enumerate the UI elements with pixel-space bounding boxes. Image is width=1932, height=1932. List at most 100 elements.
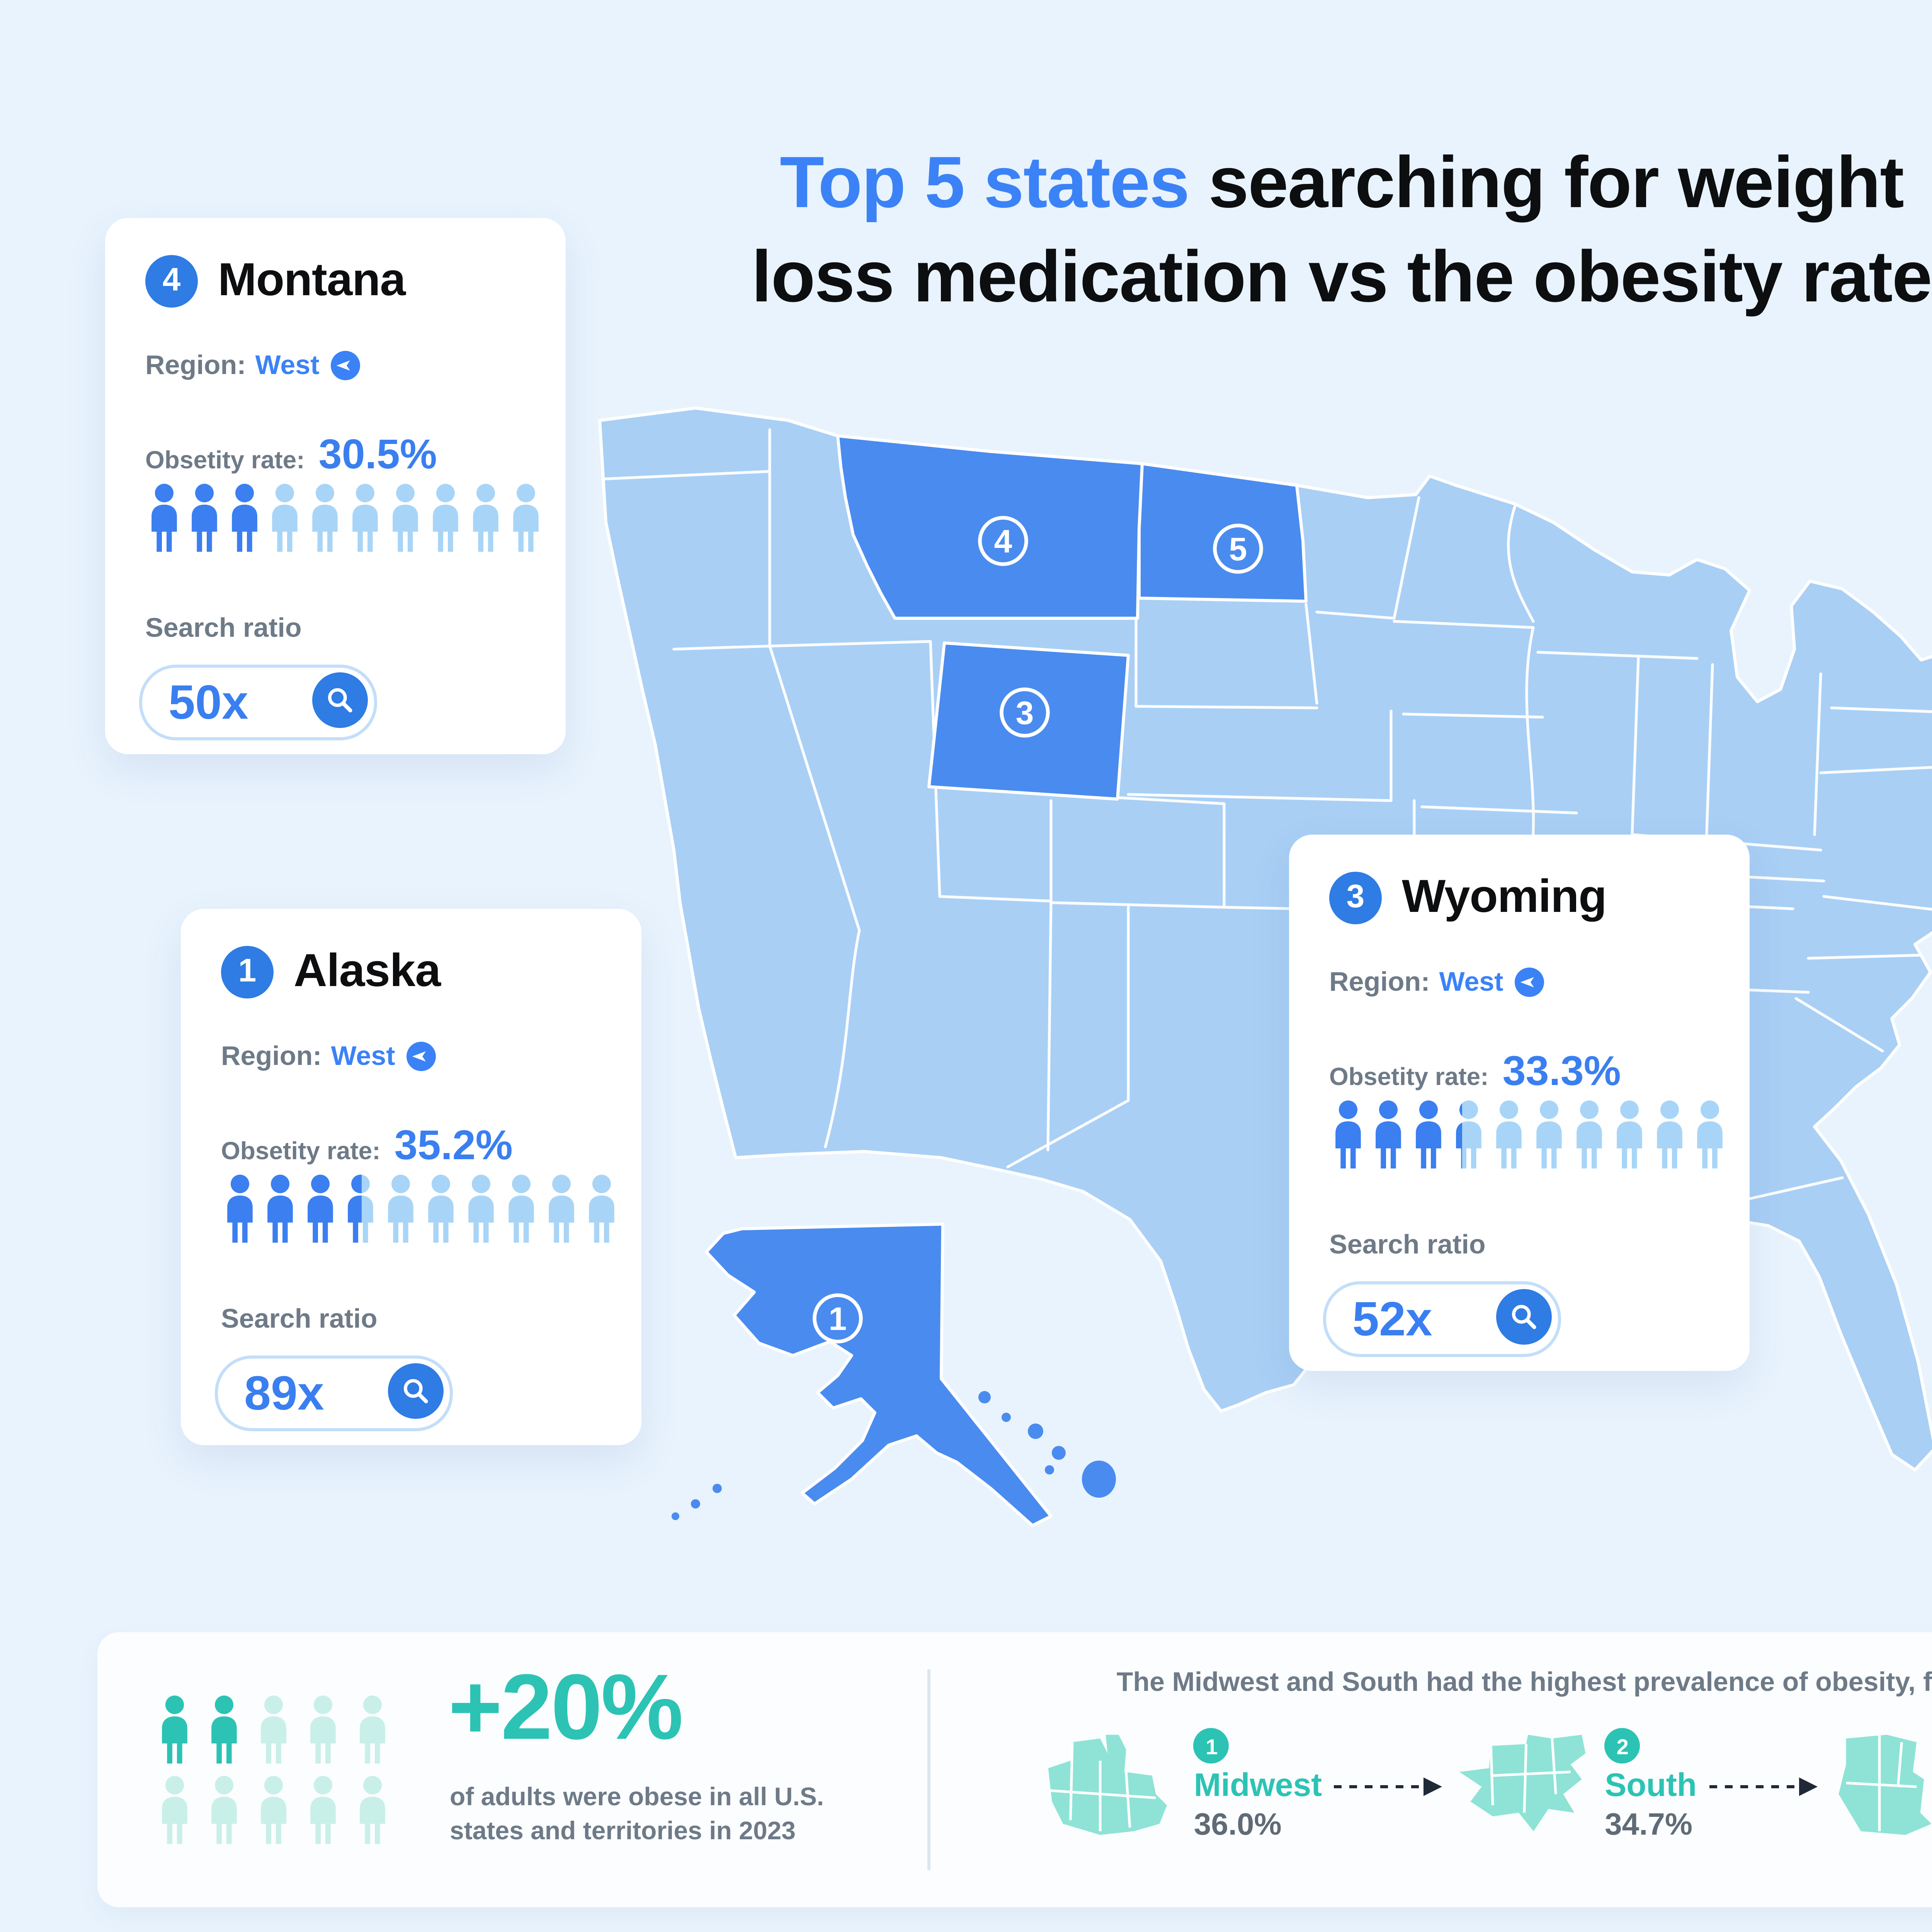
obesity-rate-value: 35.2%: [394, 1122, 513, 1168]
person-icon: [352, 1776, 393, 1844]
plus-20-percent-stat: +20%: [448, 1655, 684, 1759]
obesity-label: Obsetity rate:: [221, 1139, 381, 1165]
person-icon: [266, 484, 304, 552]
person-icon: [306, 484, 344, 552]
obesity-row: Obsetity rate: 30.5%: [145, 431, 437, 479]
person-icon: [221, 1175, 259, 1243]
region-rank-badge: 1: [1194, 1728, 1230, 1764]
search-ratio-pill: 89x: [215, 1355, 453, 1431]
rank-badge: 3: [1329, 872, 1382, 924]
person-icon: [1530, 1100, 1568, 1168]
obesity-rate-value: 30.5%: [318, 431, 437, 478]
person-icon: [352, 1696, 393, 1764]
search-ratio-pill: 52x: [1323, 1281, 1561, 1357]
person-icon: [467, 484, 505, 552]
person-icon: [1490, 1100, 1528, 1168]
state-name: Montana: [218, 255, 406, 306]
obesity-rate-value: 33.3%: [1502, 1048, 1621, 1094]
state-montana: [836, 434, 1144, 620]
region-direction-icon: [1514, 968, 1544, 997]
map-marker-montana: 4: [978, 516, 1028, 566]
person-icon: [1651, 1100, 1689, 1168]
search-ratio-label: Search ratio: [145, 612, 302, 643]
search-ratio-pill: 50x: [139, 665, 377, 740]
person-icon: [204, 1696, 244, 1764]
state-name: Alaska: [294, 946, 441, 997]
region-value: West: [331, 1040, 395, 1071]
card-header: 4 Montana: [145, 255, 406, 308]
marker-number: 5: [1229, 531, 1247, 567]
person-icon: [422, 1175, 460, 1243]
marker-number: 3: [1016, 695, 1034, 731]
person-icon: [1329, 1100, 1367, 1168]
obesity-pictogram: [221, 1175, 621, 1243]
person-icon: [382, 1175, 420, 1243]
search-ratio-value: 50x: [168, 675, 248, 729]
obesity-row: Obsetity rate: 35.2%: [221, 1122, 513, 1170]
region-label: Region:: [221, 1040, 322, 1071]
midwest-minimap: [1044, 1730, 1180, 1842]
region-rank-badge: 2: [1605, 1728, 1641, 1764]
search-ratio-label: Search ratio: [1329, 1229, 1486, 1260]
region-label: Region:: [145, 349, 246, 380]
person-icon: [145, 484, 183, 552]
person-icon: [226, 484, 264, 552]
person-icon: [583, 1175, 621, 1243]
card-header: 3 Wyoming: [1329, 872, 1607, 924]
state-name: Wyoming: [1402, 872, 1607, 923]
region-value: West: [1439, 966, 1503, 997]
search-icon: [312, 672, 368, 728]
person-icon: [1611, 1100, 1648, 1168]
person-icon: [1570, 1100, 1608, 1168]
west-minimap: [1830, 1730, 1932, 1842]
person-icon: [253, 1696, 294, 1764]
person-icon: [1369, 1100, 1407, 1168]
search-icon: [388, 1363, 444, 1419]
region-group-west: 3 West 29.1%: [1830, 1728, 1932, 1844]
person-icon: [427, 484, 464, 552]
region-prevalence-heading: The Midwest and South had the highest pr…: [1116, 1666, 1932, 1697]
region-row: Region: West: [1329, 966, 1544, 998]
region-prevalence-block: The Midwest and South had the highest pr…: [978, 1632, 1932, 1907]
region-name: Midwest: [1194, 1768, 1322, 1804]
state-card-alaska: 1 Alaska Region: West Obsetity rate: 35.…: [181, 909, 641, 1445]
person-icon: [342, 1175, 379, 1243]
title-highlight: Top 5 states: [780, 141, 1190, 223]
alaska-aleutian-islands: [672, 1484, 722, 1520]
card-header: 1 Alaska: [221, 946, 441, 998]
search-icon: [1496, 1289, 1552, 1345]
obesity-row: Obsetity rate: 33.3%: [1329, 1048, 1621, 1096]
state-hawaii: [978, 1391, 1116, 1498]
region-obesity-value: 34.7%: [1605, 1808, 1693, 1842]
marker-number: 4: [994, 523, 1012, 560]
person-icon: [1691, 1100, 1729, 1168]
person-icon: [185, 484, 223, 552]
person-icon: [155, 1776, 195, 1844]
person-icon: [543, 1175, 580, 1243]
person-icon: [1410, 1100, 1447, 1168]
state-card-wyoming: 3 Wyoming Region: West Obsetity rate: 33…: [1289, 835, 1750, 1371]
region-row: Region: West: [145, 349, 360, 382]
marker-number: 1: [829, 1301, 847, 1337]
region-group-south: 2 South 34.7%: [1455, 1728, 1697, 1844]
obesity-pictogram: [1329, 1100, 1729, 1168]
person-icon: [261, 1175, 299, 1243]
title-line2: loss medication vs the obesity rate: [752, 235, 1932, 318]
person-icon: [346, 484, 384, 552]
south-minimap: [1455, 1730, 1591, 1842]
rank-badge: 4: [145, 255, 198, 308]
plus-stat-description: of adults were obese in all U.S. states …: [450, 1784, 824, 1845]
person-icon: [301, 1175, 339, 1243]
region-label: Region:: [1329, 966, 1430, 997]
state-alaska: [705, 1223, 1053, 1527]
rank-badge: 1: [221, 946, 274, 998]
person-icon: [502, 1175, 540, 1243]
state-card-montana: 4 Montana Region: West Obsetity rate: 30…: [105, 218, 566, 754]
search-ratio-value: 89x: [244, 1366, 324, 1420]
region-direction-icon: [330, 351, 360, 380]
region-row: Region: West: [221, 1040, 435, 1073]
region-name: South: [1605, 1768, 1697, 1804]
person-icon: [204, 1776, 244, 1844]
person-icon: [155, 1696, 195, 1764]
